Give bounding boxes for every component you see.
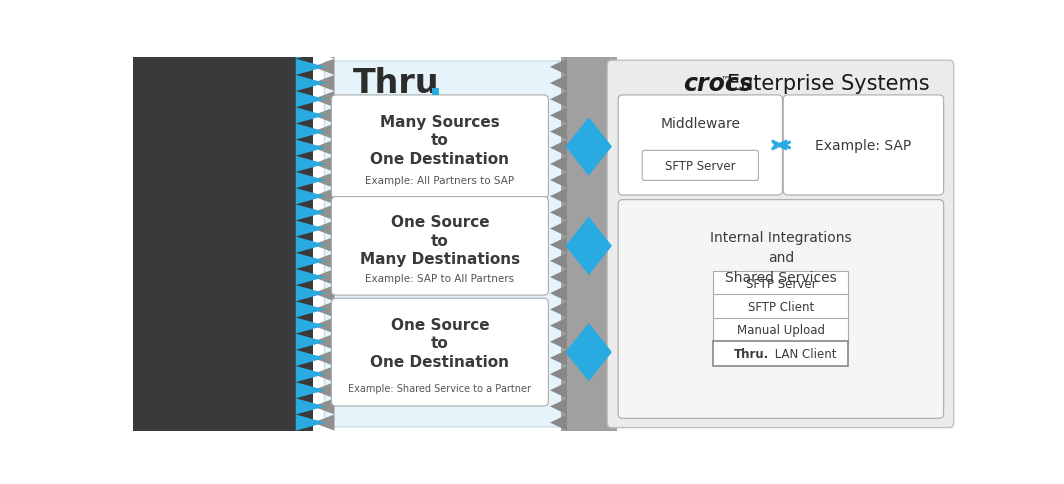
Text: Manual Upload: Manual Upload [737,324,825,337]
Text: One Destination: One Destination [370,151,510,166]
Text: Internal Integrations: Internal Integrations [710,230,851,244]
Text: SFTP Client: SFTP Client [748,301,814,313]
FancyBboxPatch shape [714,318,848,342]
FancyBboxPatch shape [608,61,953,428]
Text: SFTP Server: SFTP Server [746,277,816,290]
Text: Thru: Thru [353,67,439,100]
Polygon shape [565,118,612,176]
Text: Many Sources: Many Sources [380,114,500,129]
Text: to: to [431,233,449,248]
Polygon shape [550,44,567,431]
Text: Middleware: Middleware [661,117,741,130]
FancyBboxPatch shape [133,58,313,431]
Text: One Source: One Source [390,317,489,332]
Polygon shape [565,323,612,381]
FancyBboxPatch shape [618,200,944,419]
Polygon shape [296,44,326,431]
Text: Thru.: Thru. [734,347,769,360]
Text: Example: All Partners to SAP: Example: All Partners to SAP [365,176,515,186]
FancyBboxPatch shape [714,272,848,296]
FancyBboxPatch shape [325,62,568,427]
Text: ™: ™ [720,74,730,84]
FancyBboxPatch shape [643,151,759,181]
Text: to: to [431,133,449,148]
Polygon shape [565,217,612,275]
Text: and: and [768,250,794,264]
Text: One Source: One Source [390,215,489,230]
Text: SFTP Server: SFTP Server [665,160,735,172]
Polygon shape [313,44,334,431]
Text: Enterprise Systems: Enterprise Systems [727,74,929,93]
FancyBboxPatch shape [714,295,848,319]
FancyBboxPatch shape [783,96,944,196]
FancyBboxPatch shape [331,197,548,296]
Text: Shared Services: Shared Services [725,270,836,284]
Text: Many Destinations: Many Destinations [360,252,520,267]
Text: Example: SAP to All Partners: Example: SAP to All Partners [365,273,515,284]
Text: One Destination: One Destination [370,354,510,369]
Text: Example: Shared Service to a Partner: Example: Shared Service to a Partner [348,383,531,393]
FancyBboxPatch shape [618,96,782,196]
Text: to: to [431,336,449,350]
FancyBboxPatch shape [331,96,548,199]
Text: .: . [428,64,443,103]
FancyBboxPatch shape [561,58,617,431]
Text: Example: SAP: Example: SAP [815,139,912,152]
FancyBboxPatch shape [331,299,548,406]
Text: LAN Client: LAN Client [770,347,836,360]
FancyBboxPatch shape [714,342,848,366]
Text: crocs: crocs [683,72,753,95]
